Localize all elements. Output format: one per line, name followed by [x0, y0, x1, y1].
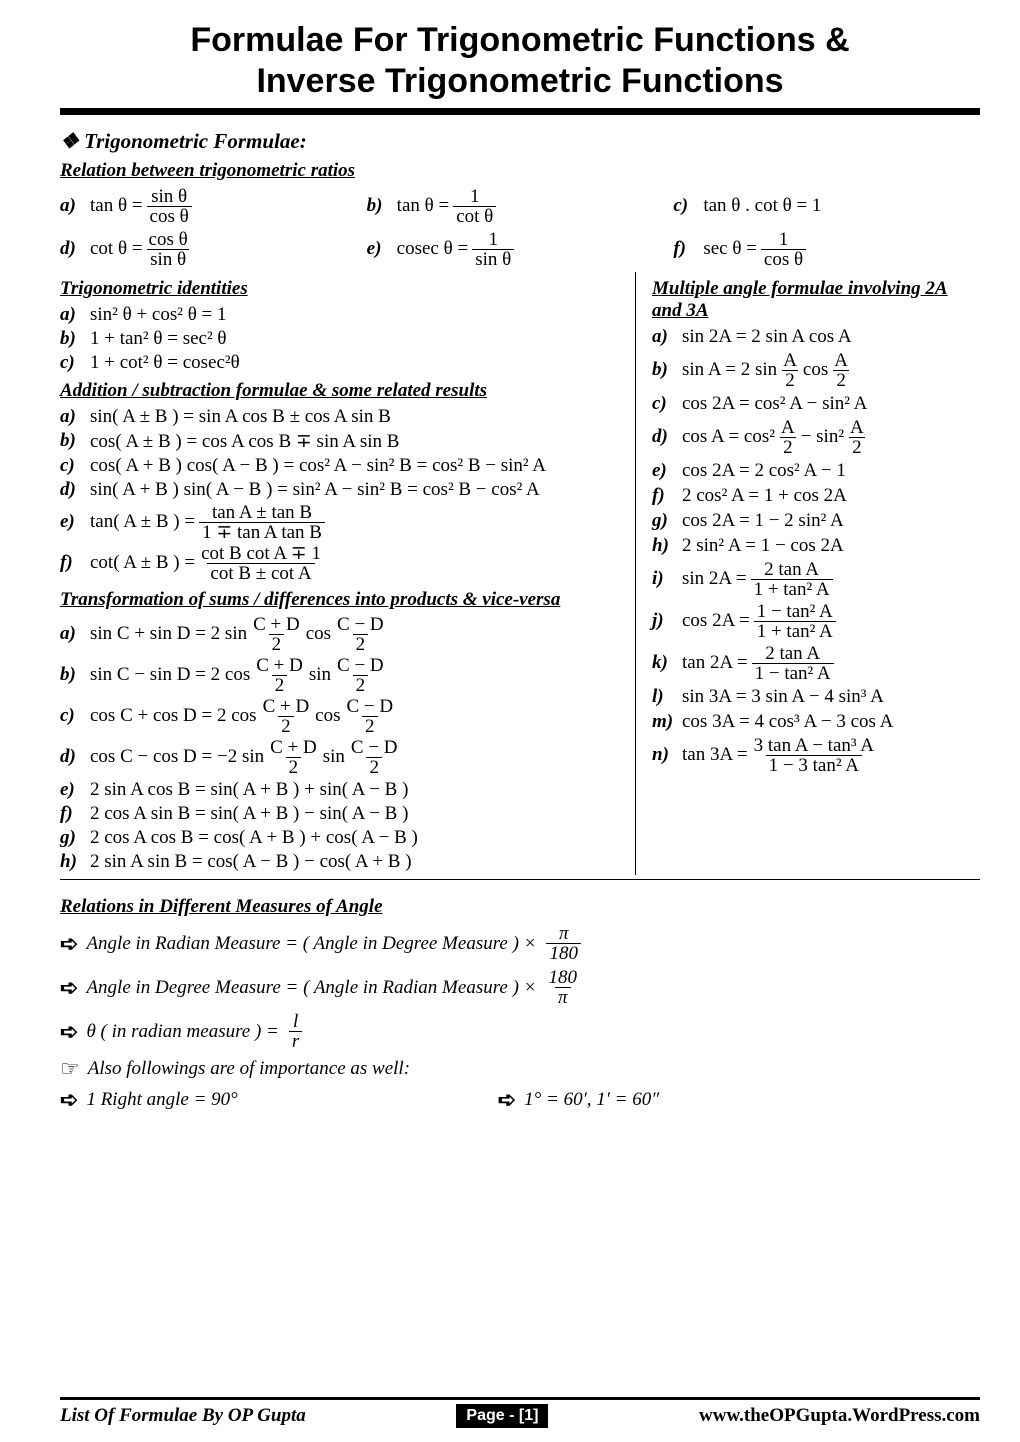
arrow-icon: ➪	[60, 1019, 78, 1045]
tr-h: h)2 sin A sin B = cos( A − B ) − cos( A …	[60, 851, 621, 873]
page-badge: Page - [1]	[456, 1404, 548, 1428]
tr-c: c) cos C + cos D = 2 cos C + D2 cos C − …	[60, 697, 621, 736]
rel-b: b) tan θ = 1 cot θ	[367, 187, 674, 226]
tr-g: g)2 cos A cos B = cos( A + B ) + cos( A …	[60, 827, 621, 849]
page: Formulae For Trigonometric Functions & I…	[0, 0, 1020, 1442]
relation-row-2: d) cot θ = cos θ sin θ e) cosec θ = 1 si…	[60, 229, 980, 270]
rel-c: c) tan θ . cot θ = 1	[673, 187, 980, 226]
two-column: Trigonometric identities a)sin² θ + cos²…	[60, 272, 980, 875]
rel-r4: ➪ 1 Right angle = 90° ➪ 1° = 60′, 1′ = 6…	[60, 1087, 980, 1113]
relation-head: Relation between trigonometric ratios	[60, 160, 980, 182]
page-title: Formulae For Trigonometric Functions & I…	[60, 20, 980, 102]
m-n: n) tan 3A = 3 tan A − tan³ A1 − 3 tan² A	[652, 736, 980, 775]
add-sub-head: Addition / subtraction formulae & some r…	[60, 380, 621, 402]
trans-head: Transformation of sums / differences int…	[60, 589, 621, 611]
footer-left: List Of Formulae By OP Gupta	[60, 1405, 306, 1427]
relation-row-1: a) tan θ = sin θ cos θ b) tan θ = 1 cot …	[60, 186, 980, 227]
as-b: b)cos( A ± B ) = cos A cos B ∓ sin A sin…	[60, 430, 621, 453]
arrow-icon: ➪	[498, 1087, 516, 1113]
title-line1: Formulae For Trigonometric Functions &	[190, 21, 849, 59]
divider	[60, 879, 980, 881]
m-i: i) sin 2A = 2 tan A1 + tan² A	[652, 560, 980, 599]
as-a: a)sin( A ± B ) = sin A cos B ± cos A sin…	[60, 406, 621, 428]
m-e: e)cos 2A = 2 cos² A − 1	[652, 460, 980, 482]
hand-icon: ☞	[60, 1056, 80, 1082]
m-l: l)sin 3A = 3 sin A − 4 sin³ A	[652, 686, 980, 708]
rel-d: d) cot θ = cos θ sin θ	[60, 230, 367, 269]
left-column: Trigonometric identities a)sin² θ + cos²…	[60, 272, 635, 875]
m-g: g)cos 2A = 1 − 2 sin² A	[652, 510, 980, 532]
as-f: f) cot( A ± B ) = cot B cot A ∓ 1 cot B …	[60, 544, 621, 583]
tr-a: a) sin C + sin D = 2 sin C + D2 cos C − …	[60, 615, 621, 654]
tr-b: b) sin C − sin D = 2 cos C + D2 sin C − …	[60, 656, 621, 695]
rel-r3: ➪ θ ( in radian measure ) = lr	[60, 1012, 980, 1051]
m-a: a)sin 2A = 2 sin A cos A	[652, 326, 980, 348]
arrow-icon: ➪	[60, 931, 78, 957]
m-d: d) cos A = cos² A2 − sin² A2	[652, 418, 980, 457]
section-heading: ❖ Trigonometric Formulae:	[60, 129, 980, 154]
arrow-icon: ➪	[60, 1087, 78, 1113]
tr-e: e)2 sin A cos B = sin( A + B ) + sin( A …	[60, 779, 621, 801]
footer-right: www.theOPGupta.WordPress.com	[699, 1405, 980, 1427]
rel-e: e) cosec θ = 1 sin θ	[367, 230, 674, 269]
m-c: c)cos 2A = cos² A − sin² A	[652, 393, 980, 415]
m-b: b) sin A = 2 sin A2 cos A2	[652, 351, 980, 390]
title-rule	[60, 108, 980, 115]
m-f: f)2 cos² A = 1 + cos 2A	[652, 485, 980, 507]
tr-d: d) cos C − cos D = −2 sin C + D2 sin C −…	[60, 738, 621, 777]
right-column: Multiple angle formulae involving 2A and…	[635, 272, 980, 875]
as-d: d)sin( A + B ) sin( A − B ) = sin² A − s…	[60, 479, 621, 501]
rel-r1: ➪ Angle in Radian Measure = ( Angle in D…	[60, 924, 980, 963]
mult-head: Multiple angle formulae involving 2A and…	[652, 278, 980, 322]
tr-f: f)2 cos A sin B = sin( A + B ) − sin( A …	[60, 803, 621, 825]
m-h: h)2 sin² A = 1 − cos 2A	[652, 535, 980, 557]
m-j: j) cos 2A = 1 − tan² A1 + tan² A	[652, 602, 980, 641]
as-c: c)cos( A + B ) cos( A − B ) = cos² A − s…	[60, 455, 621, 477]
id-c: c)1 + cot² θ = cosec²θ	[60, 352, 621, 374]
title-line2: Inverse Trigonometric Functions	[256, 62, 783, 100]
as-e: e) tan( A ± B ) = tan A ± tan B 1 ∓ tan …	[60, 503, 621, 542]
m-m: m)cos 3A = 4 cos³ A − 3 cos A	[652, 711, 980, 733]
rel-r2: ➪ Angle in Degree Measure = ( Angle in R…	[60, 968, 980, 1007]
rel-f: f) sec θ = 1 cos θ	[673, 230, 980, 269]
m-k: k) tan 2A = 2 tan A1 − tan² A	[652, 644, 980, 683]
trig-ident-head: Trigonometric identities	[60, 278, 621, 300]
id-b: b)1 + tan² θ = sec² θ	[60, 328, 621, 350]
rel-note: ☞ Also followings are of importance as w…	[60, 1056, 980, 1082]
arrow-icon: ➪	[60, 975, 78, 1001]
relations-head: Relations in Different Measures of Angle	[60, 896, 980, 918]
rel-a: a) tan θ = sin θ cos θ	[60, 187, 367, 226]
footer-rule	[60, 1397, 980, 1400]
id-a: a)sin² θ + cos² θ = 1	[60, 304, 621, 326]
footer: List Of Formulae By OP Gupta Page - [1] …	[60, 1397, 980, 1428]
